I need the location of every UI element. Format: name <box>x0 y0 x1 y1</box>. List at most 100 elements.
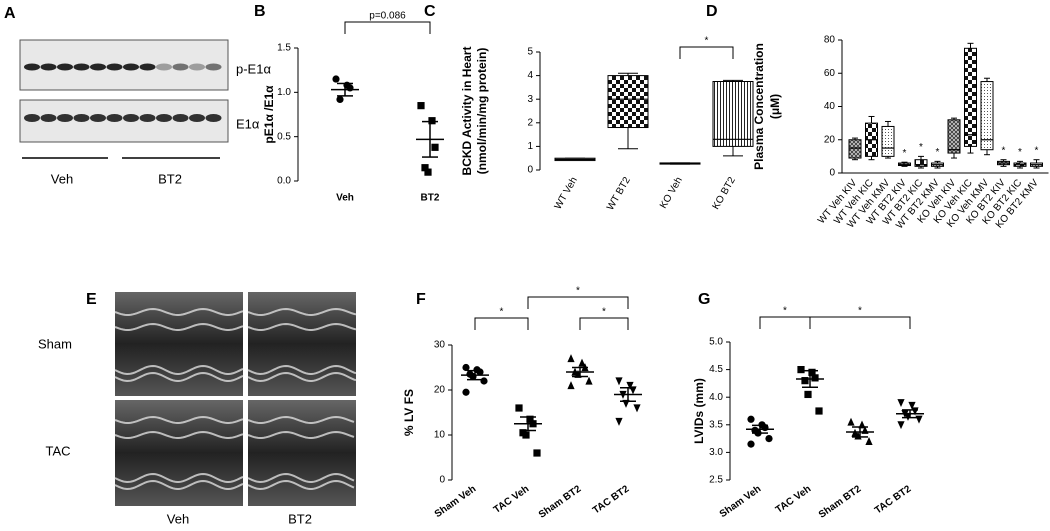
x-tick-label: TAC BT2 <box>873 483 914 516</box>
blot-band <box>57 63 73 71</box>
significance: * <box>919 142 923 153</box>
panel-label: G <box>698 291 710 308</box>
box <box>712 81 754 147</box>
significance: * <box>783 306 787 317</box>
point <box>897 399 905 408</box>
echo-trace <box>247 472 355 483</box>
box <box>980 81 994 151</box>
point <box>480 377 488 385</box>
bracket <box>579 317 629 330</box>
y-tick-label: 3.0 <box>709 447 723 458</box>
significance: * <box>1018 147 1022 158</box>
point <box>626 381 634 390</box>
blot-band <box>24 114 40 122</box>
echo-trace <box>247 430 355 439</box>
echo-image <box>248 400 356 506</box>
y-axis-label: (nmol/min/mg protein) <box>475 48 489 175</box>
point <box>421 164 429 172</box>
point <box>533 449 541 457</box>
y-axis-label: Plasma Concentration <box>752 43 766 170</box>
point <box>424 168 432 176</box>
blot-band <box>90 114 106 122</box>
echo-trace <box>114 415 244 424</box>
point <box>417 102 425 110</box>
blot-band <box>172 114 189 122</box>
y-tick-label: 0.5 <box>277 131 291 142</box>
bracket <box>759 316 811 329</box>
point <box>747 415 755 423</box>
blot-band <box>189 63 205 71</box>
y-axis-label: pE1α /E1α <box>262 85 276 144</box>
point <box>915 415 923 424</box>
blot-band <box>73 114 90 122</box>
bracket <box>344 21 431 34</box>
point <box>633 404 641 413</box>
significance: * <box>936 147 940 158</box>
panel-label: F <box>416 291 426 308</box>
x-tick-label: WT Veh <box>553 175 580 211</box>
blot-label: E1α <box>236 116 260 131</box>
bracket <box>809 316 911 329</box>
x-tick-label: Sham Veh <box>433 484 478 520</box>
echo-trace <box>114 371 244 382</box>
blot-group: BT2 <box>158 171 182 186</box>
point <box>431 143 439 151</box>
point <box>462 363 470 372</box>
y-tick-label: 20 <box>824 134 836 145</box>
echo-trace <box>114 430 244 439</box>
box <box>964 47 977 147</box>
y-tick-label: 40 <box>824 101 836 112</box>
significance: p=0.086 <box>369 11 406 22</box>
y-axis-label: BCKD Activity in Heart <box>460 47 474 176</box>
point <box>815 407 823 415</box>
point <box>462 388 470 396</box>
panel-label: D <box>706 3 718 20</box>
y-tick-label: 4 <box>527 70 533 81</box>
blot-band <box>139 114 156 122</box>
y-tick-label: 3.5 <box>709 419 723 430</box>
point <box>585 376 593 385</box>
echo-trace <box>114 364 244 375</box>
point <box>797 366 805 374</box>
point <box>567 354 575 363</box>
echo-col: BT2 <box>288 511 312 526</box>
echo-image <box>115 400 243 506</box>
blot-band <box>139 63 156 71</box>
point <box>336 95 344 104</box>
x-tick-label: Veh <box>336 193 354 204</box>
blot-band <box>106 63 123 71</box>
x-tick-label: BT2 <box>421 193 440 204</box>
box <box>607 75 649 129</box>
point <box>747 440 755 448</box>
echo-trace <box>247 479 355 490</box>
y-tick-label: 1.0 <box>277 87 291 98</box>
y-tick-label: 5.0 <box>709 337 723 348</box>
panel-label: C <box>424 3 436 20</box>
blot-band <box>123 114 139 122</box>
blot-band <box>156 63 172 71</box>
box <box>848 139 862 159</box>
echo-trace <box>247 307 357 316</box>
blot-band <box>156 114 172 122</box>
x-tick-label: WT BT2 <box>605 175 633 212</box>
point <box>526 415 534 423</box>
echo-trace <box>247 415 355 424</box>
y-tick-label: 2.5 <box>709 475 723 486</box>
echo-trace <box>114 472 244 483</box>
point <box>897 421 905 430</box>
point <box>908 401 916 410</box>
blot-band <box>40 114 57 122</box>
panel-label: B <box>254 3 266 20</box>
box <box>881 125 895 157</box>
y-tick-label: 2 <box>527 117 533 128</box>
blot-label: p-E1α <box>236 61 271 76</box>
blot-band <box>24 63 40 71</box>
x-tick-label: KO BT2 <box>711 175 739 212</box>
y-axis-label: (μM) <box>768 94 782 119</box>
x-tick-label: TAC Veh <box>492 484 531 516</box>
point <box>515 404 523 412</box>
echo-trace <box>247 364 357 375</box>
blot-band <box>73 63 90 71</box>
echo-row: TAC <box>45 443 70 458</box>
